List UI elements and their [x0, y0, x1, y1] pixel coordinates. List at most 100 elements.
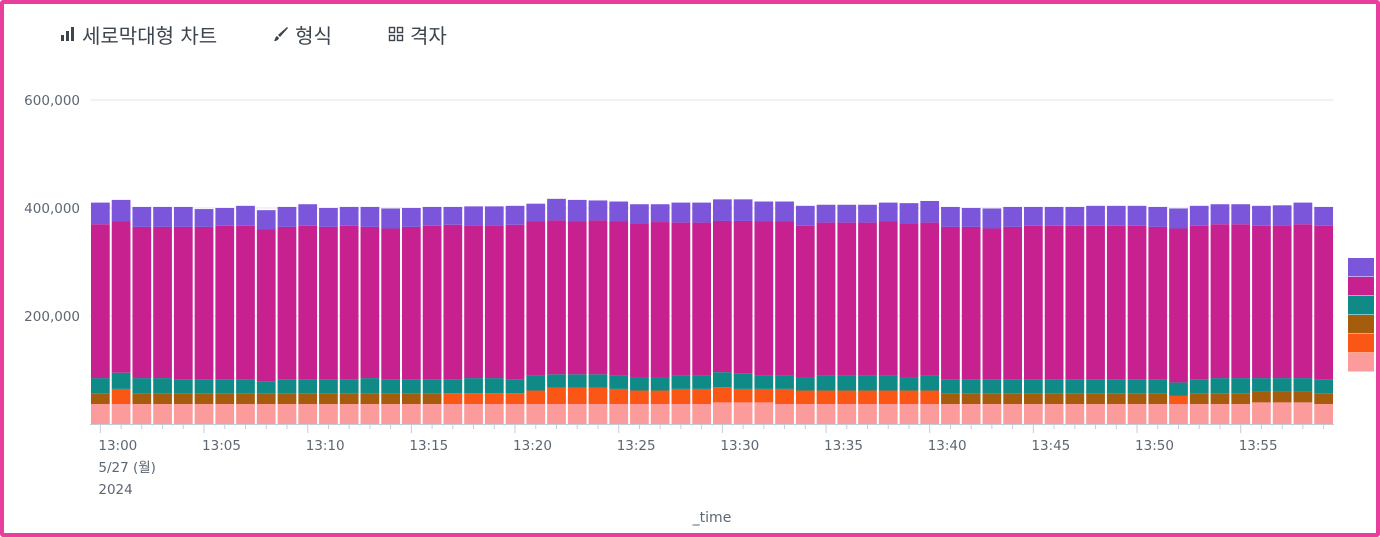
bar-segment[interactable] — [795, 225, 815, 378]
bar-segment[interactable] — [1106, 205, 1126, 226]
bar-segment[interactable] — [1210, 204, 1230, 225]
bar-segment[interactable] — [754, 201, 774, 222]
bar-segment[interactable] — [1024, 393, 1043, 405]
bar-segment[interactable] — [277, 379, 297, 394]
bar-segment[interactable] — [650, 390, 670, 405]
bar-segment[interactable] — [1272, 402, 1292, 424]
bar-segment[interactable] — [1314, 404, 1333, 424]
bar-segment[interactable] — [381, 228, 400, 380]
bar-segment[interactable] — [1272, 378, 1292, 392]
bar-segment[interactable] — [650, 204, 670, 223]
bar-segment[interactable] — [1127, 225, 1147, 380]
bar-segment[interactable] — [588, 387, 608, 405]
bar-segment[interactable] — [899, 203, 919, 224]
bar-segment[interactable] — [256, 210, 276, 230]
bar-segment[interactable] — [650, 222, 670, 378]
bar-segment[interactable] — [795, 377, 815, 391]
bar-segment[interactable] — [1065, 206, 1085, 226]
bar-segment[interactable] — [588, 220, 608, 375]
bar-segment[interactable] — [692, 222, 711, 376]
bar-segment[interactable] — [443, 393, 463, 405]
bar-segment[interactable] — [173, 393, 193, 405]
bar-segment[interactable] — [153, 226, 172, 379]
bar-segment[interactable] — [1314, 379, 1333, 394]
bar-segment[interactable] — [899, 377, 919, 391]
bar-segment[interactable] — [1169, 404, 1188, 424]
bar-segment[interactable] — [547, 220, 566, 375]
bar-segment[interactable] — [650, 377, 670, 391]
bar-segment[interactable] — [1086, 379, 1105, 394]
bar-segment[interactable] — [1148, 404, 1168, 424]
bar-segment[interactable] — [1044, 206, 1064, 226]
bar-segment[interactable] — [878, 202, 898, 222]
bar-segment[interactable] — [775, 404, 794, 424]
bar-segment[interactable] — [837, 222, 857, 376]
bar-segment[interactable] — [878, 221, 898, 376]
bar-segment[interactable] — [941, 206, 960, 227]
bar-segment[interactable] — [111, 221, 131, 373]
bar-segment[interactable] — [277, 404, 297, 424]
bar-segment[interactable] — [194, 393, 214, 405]
bar-segment[interactable] — [1044, 225, 1064, 380]
bar-segment[interactable] — [837, 390, 857, 405]
bar-segment[interactable] — [816, 222, 836, 376]
bar-segment[interactable] — [1065, 393, 1085, 405]
bar-segment[interactable] — [153, 206, 172, 227]
bar-segment[interactable] — [111, 404, 131, 424]
bar-segment[interactable] — [132, 206, 152, 227]
bar-segment[interactable] — [111, 199, 131, 222]
bar-segment[interactable] — [381, 404, 400, 424]
bar-segment[interactable] — [526, 221, 546, 376]
bar-segment[interactable] — [920, 200, 940, 223]
bar-segment[interactable] — [630, 377, 649, 391]
bar-segment[interactable] — [1231, 393, 1251, 405]
legend-swatch[interactable] — [1348, 277, 1374, 296]
bar-segment[interactable] — [484, 206, 504, 226]
bar-segment[interactable] — [671, 388, 691, 405]
bar-segment[interactable] — [1065, 379, 1085, 394]
bar-segment[interactable] — [547, 404, 566, 424]
bar-segment[interactable] — [1003, 404, 1022, 424]
bar-segment[interactable] — [941, 404, 960, 424]
bar-segment[interactable] — [360, 226, 380, 379]
bar-segment[interactable] — [194, 209, 214, 227]
bar-segment[interactable] — [402, 404, 421, 424]
bar-segment[interactable] — [754, 221, 774, 376]
bar-segment[interactable] — [319, 393, 338, 405]
bar-segment[interactable] — [526, 390, 546, 405]
bar-segment[interactable] — [236, 379, 255, 394]
bar-segment[interactable] — [1231, 404, 1251, 424]
bar-segment[interactable] — [298, 225, 318, 380]
bar-segment[interactable] — [733, 199, 753, 221]
bar-segment[interactable] — [1169, 382, 1188, 396]
bar-segment[interactable] — [816, 375, 836, 391]
bar-segment[interactable] — [91, 393, 110, 405]
bar-segment[interactable] — [692, 375, 711, 389]
bar-segment[interactable] — [1086, 225, 1105, 380]
bar-segment[interactable] — [899, 390, 919, 405]
bar-segment[interactable] — [1314, 206, 1333, 226]
bar-segment[interactable] — [360, 393, 380, 405]
bar-segment[interactable] — [878, 390, 898, 405]
bar-segment[interactable] — [1252, 402, 1271, 424]
bar-segment[interactable] — [775, 388, 794, 405]
bar-segment[interactable] — [713, 199, 732, 221]
bar-segment[interactable] — [920, 375, 940, 391]
bar-segment[interactable] — [692, 388, 711, 405]
bar-segment[interactable] — [630, 404, 649, 424]
bar-segment[interactable] — [194, 226, 214, 380]
bar-segment[interactable] — [153, 378, 172, 394]
bar-segment[interactable] — [713, 387, 732, 403]
legend-swatch[interactable] — [1348, 258, 1374, 277]
bar-segment[interactable] — [464, 225, 483, 379]
bar-segment[interactable] — [858, 390, 877, 405]
bar-segment[interactable] — [1086, 205, 1105, 226]
bar-segment[interactable] — [775, 221, 794, 376]
bar-segment[interactable] — [215, 208, 235, 226]
bar-segment[interactable] — [547, 198, 566, 221]
bar-segment[interactable] — [547, 374, 566, 388]
bar-segment[interactable] — [236, 404, 255, 424]
bar-segment[interactable] — [194, 379, 214, 394]
bar-segment[interactable] — [443, 379, 463, 394]
bar-segment[interactable] — [630, 204, 649, 224]
